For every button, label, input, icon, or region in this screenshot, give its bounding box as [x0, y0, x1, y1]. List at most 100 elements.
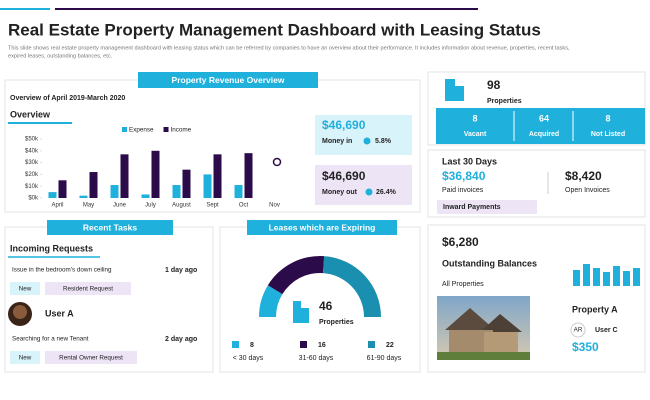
user-name: User C	[595, 327, 618, 334]
bar	[58, 180, 67, 198]
y-tick-label: $40k	[25, 148, 39, 154]
page-subtitle: This slide shows real estate property ma…	[8, 45, 570, 51]
bar	[203, 174, 212, 198]
panel-header	[138, 72, 318, 88]
legend-swatch	[163, 127, 169, 132]
panel	[219, 226, 421, 373]
amount: $46,690	[322, 169, 366, 183]
legend-label: Income	[171, 127, 192, 134]
center-label: Properties	[319, 319, 354, 326]
legend-swatch	[122, 127, 127, 132]
task-time: 2 day ago	[165, 336, 197, 343]
label: Outstanding Balances	[442, 258, 537, 268]
y-tick-label: $50k	[25, 137, 39, 143]
legend-swatch	[300, 341, 307, 348]
y-tick-label: $10k	[25, 184, 39, 190]
money-box	[315, 115, 412, 155]
gauge: Leases which are Expiring 8 < 30 days 16 31-…	[232, 222, 402, 362]
user-name: User A	[45, 308, 74, 318]
tag	[10, 282, 40, 295]
label: Money in	[322, 138, 352, 145]
mini-bars	[573, 264, 640, 286]
bar	[244, 153, 253, 198]
period: Overview of April 2019-March 2020	[10, 95, 125, 102]
tag	[45, 351, 137, 364]
x-tick-label: Oct	[239, 203, 249, 209]
bar	[182, 169, 191, 198]
amount: $350	[572, 340, 599, 354]
initials: AR	[574, 327, 583, 334]
bar	[48, 192, 57, 198]
tag-text: New	[19, 355, 32, 362]
legend-value: 22	[386, 342, 394, 349]
change: 5.8%	[375, 138, 392, 145]
legend-label: Expense	[129, 127, 154, 134]
panel-header	[247, 220, 397, 235]
gauge-segment	[323, 256, 381, 317]
stat-value: 64	[539, 113, 549, 123]
page-subtitle: expired leases, outstanding balances, et…	[8, 53, 113, 59]
tag	[10, 351, 40, 364]
x-tick-label: July	[145, 203, 156, 209]
tag-text: Inward Payments	[443, 204, 501, 211]
gauge-segment	[259, 285, 283, 317]
stat-value: 8	[472, 113, 477, 123]
bar	[79, 195, 88, 198]
scope: All Properties	[442, 281, 484, 288]
icon	[272, 157, 282, 167]
legend-value: 16	[318, 342, 326, 349]
stat-row	[436, 108, 645, 144]
legend-value: 8	[250, 342, 254, 349]
house-photo	[437, 296, 530, 360]
tag-text: New	[19, 286, 32, 293]
change: 26.4%	[376, 189, 397, 196]
bar	[89, 172, 98, 198]
panel-title: Recent Tasks	[83, 222, 137, 232]
amount: $36,840	[442, 169, 486, 183]
property-name: Property A	[572, 304, 618, 314]
icon	[363, 137, 371, 145]
bar	[234, 185, 243, 198]
initials-badge	[570, 322, 586, 338]
amount: $46,690	[322, 118, 366, 132]
page-title: Real Estate Property Management Dashboar…	[8, 20, 541, 39]
x-tick-label: Sept	[206, 203, 219, 209]
bar-chart: $0k $10k $20k $30k $40k $50k April May June July A…	[25, 127, 280, 209]
amount: $6,280	[442, 235, 479, 249]
x-tick-label: May	[83, 203, 94, 209]
x-tick-label: August	[172, 203, 191, 209]
task-text: Searching for a new Tenant	[12, 336, 89, 343]
task-time: 1 day ago	[165, 267, 197, 274]
bar	[172, 185, 181, 198]
avatar-face	[13, 305, 27, 319]
stat-label: Not Listed	[591, 131, 625, 138]
x-tick-label: April	[51, 203, 63, 209]
stat-label: Acquired	[529, 131, 559, 138]
panel-header	[47, 220, 173, 235]
bar	[120, 154, 129, 198]
panel-title: Leases which are Expiring	[269, 222, 376, 232]
bar	[213, 154, 222, 198]
building-icon	[293, 301, 309, 323]
gauge-segment	[267, 256, 325, 295]
tag-text: Resident Request	[63, 286, 113, 293]
legend-swatch	[368, 341, 375, 348]
y-tick-label: $30k	[25, 160, 39, 166]
bar	[151, 150, 160, 198]
legend-swatch	[232, 341, 239, 348]
bar	[141, 194, 150, 198]
tag	[45, 282, 131, 295]
amount: $8,420	[565, 169, 602, 183]
stat-value: 8	[605, 113, 610, 123]
label: Properties	[487, 98, 522, 105]
center-value: 46	[319, 299, 333, 313]
tag	[437, 200, 537, 214]
section-title: Incoming Requests	[10, 243, 93, 253]
task-text: Issue in the bedroom's down ceiling	[12, 267, 112, 274]
section-title: Last 30 Days	[442, 156, 497, 166]
money-box	[315, 165, 412, 205]
icon	[365, 188, 373, 196]
section-title: Overview	[10, 109, 51, 119]
label: Paid invoices	[442, 187, 484, 194]
